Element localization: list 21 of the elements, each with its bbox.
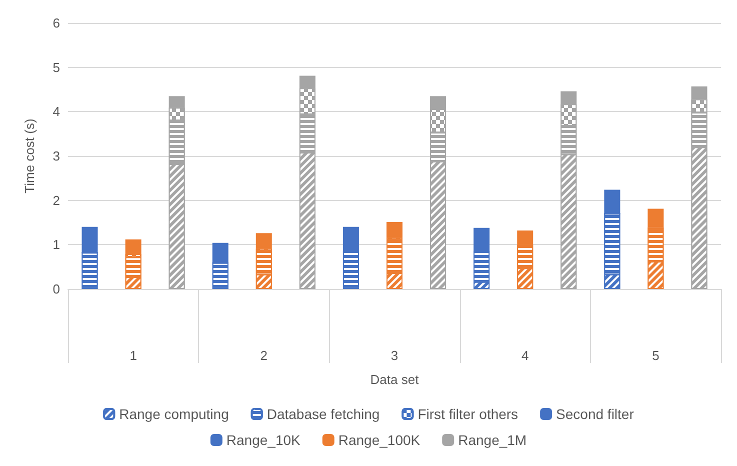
x-tick-label: 5 <box>652 348 660 363</box>
legend-label: Database fetching <box>266 406 380 422</box>
legend-label: Range_10K <box>226 432 302 448</box>
y-tick-label: 5 <box>52 60 60 75</box>
legend-label: Range_100K <box>338 432 421 448</box>
y-axis-title: Time cost (s) <box>22 118 37 194</box>
legend-label: Range computing <box>119 406 229 422</box>
x-tick-label: 4 <box>521 348 529 363</box>
y-tick-label: 0 <box>52 282 60 296</box>
y-tick-label: 6 <box>52 16 60 30</box>
legend-label: First filter others <box>418 406 518 422</box>
legend-label: Second filter <box>556 406 634 422</box>
x-axis-title: Data set <box>370 372 420 387</box>
y-tick-label: 2 <box>52 192 60 208</box>
x-tick-label: 1 <box>130 348 137 363</box>
x-tick-label: 3 <box>390 348 398 363</box>
y-tick-label: 3 <box>52 148 60 164</box>
x-tick-label: 2 <box>260 348 268 363</box>
legend-label: Range_1M <box>458 432 527 448</box>
y-tick-label: 1 <box>52 237 60 252</box>
y-tick-label: 4 <box>52 104 60 120</box>
